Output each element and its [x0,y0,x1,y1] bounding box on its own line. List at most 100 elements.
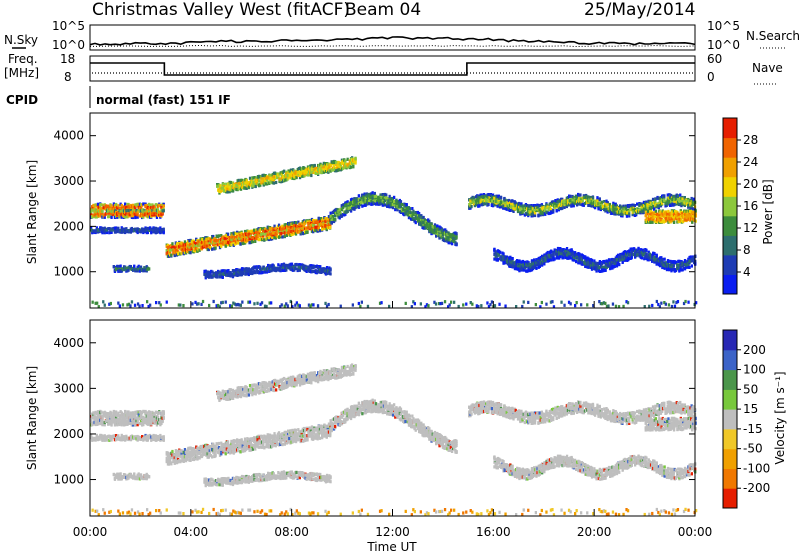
power-cell [642,200,646,204]
power-cell [688,212,692,216]
power-cell [501,200,504,205]
power-cell [354,200,357,204]
nsky-trace [89,36,696,46]
power-cell [334,208,337,212]
power-cell [491,203,495,207]
power-cell [347,165,350,169]
power-cell [603,206,606,210]
power-cell [676,211,679,216]
power-cell [172,249,175,253]
power-cell [685,213,688,217]
power-cell [94,203,97,207]
power-cell [673,195,676,199]
power-cell [162,204,165,208]
freq-label: Freq. [8,52,38,66]
power-cell [141,203,144,207]
power-cell [242,180,245,184]
power-cell [344,165,347,169]
power-cell [116,215,119,219]
power-cell [153,230,156,234]
power-cell [155,215,159,219]
power-cell [474,203,478,207]
power-cell [496,258,499,262]
power-cell [491,195,495,200]
power-cell [410,211,413,215]
power-cell [633,213,636,217]
power-cell [238,232,241,236]
power-cell [183,240,187,244]
power-cell [572,253,575,258]
power-cell [294,224,298,228]
power-cell [394,204,397,208]
power-cell [405,203,408,207]
power-cell [623,207,626,211]
power-cell [234,240,238,244]
power-cell [301,226,304,230]
power-cell [536,259,539,263]
power-cell [404,212,407,216]
power-cell [583,201,587,206]
power-cell [234,237,238,242]
power-cell [134,215,137,220]
power-cell [503,255,506,259]
power-cell [137,230,140,234]
power-cell [108,214,111,219]
power-cell [654,209,658,213]
power-cell [253,176,256,180]
power-cell [569,248,572,252]
power-cell [400,208,404,212]
power-cell [485,195,488,199]
power-cell [330,220,333,225]
power-cell [618,263,621,267]
power-cell [307,173,311,177]
power-cell [258,237,261,242]
power-cell [275,175,278,179]
power-cell [231,235,234,240]
power-cell [493,247,496,251]
power-cell [526,263,529,267]
power-cell [453,233,456,237]
power-cell [659,199,663,203]
power-cell [318,167,321,172]
power-cell [97,205,101,209]
power-cell [603,207,606,212]
power-cell [496,249,499,253]
power-cell [319,217,323,221]
power-cell [580,200,583,204]
power-cell [327,223,331,227]
power-cell [101,215,104,219]
power-cell [268,181,271,185]
power-cell [241,178,244,182]
power-cell [113,230,117,234]
power-cell [685,199,689,204]
power-cell [436,230,439,234]
power-cell [132,215,135,220]
power-cell [567,249,570,253]
power-cell [241,236,244,240]
power-cell [274,226,277,230]
power-cell [659,197,663,201]
power-cell [271,226,274,230]
power-cell [595,264,598,268]
power-cell [119,209,122,214]
power-cell [245,181,248,185]
power-cell [642,206,646,210]
power-cell [496,252,499,256]
power-cell [380,197,383,201]
power-cell [651,197,655,201]
power-cell [683,196,686,200]
power-cell [130,215,134,219]
power-cell [596,196,599,200]
power-cell [505,203,508,207]
power-cell [548,253,552,258]
power-cell [368,199,371,203]
power-cell [383,196,387,200]
power-cell [647,250,650,254]
power-cell [220,241,223,245]
power-cell [262,236,265,240]
power-cell [476,202,479,206]
power-cell [226,187,229,191]
power-cell [566,196,570,200]
power-cell [555,209,558,213]
power-cell [373,199,376,203]
